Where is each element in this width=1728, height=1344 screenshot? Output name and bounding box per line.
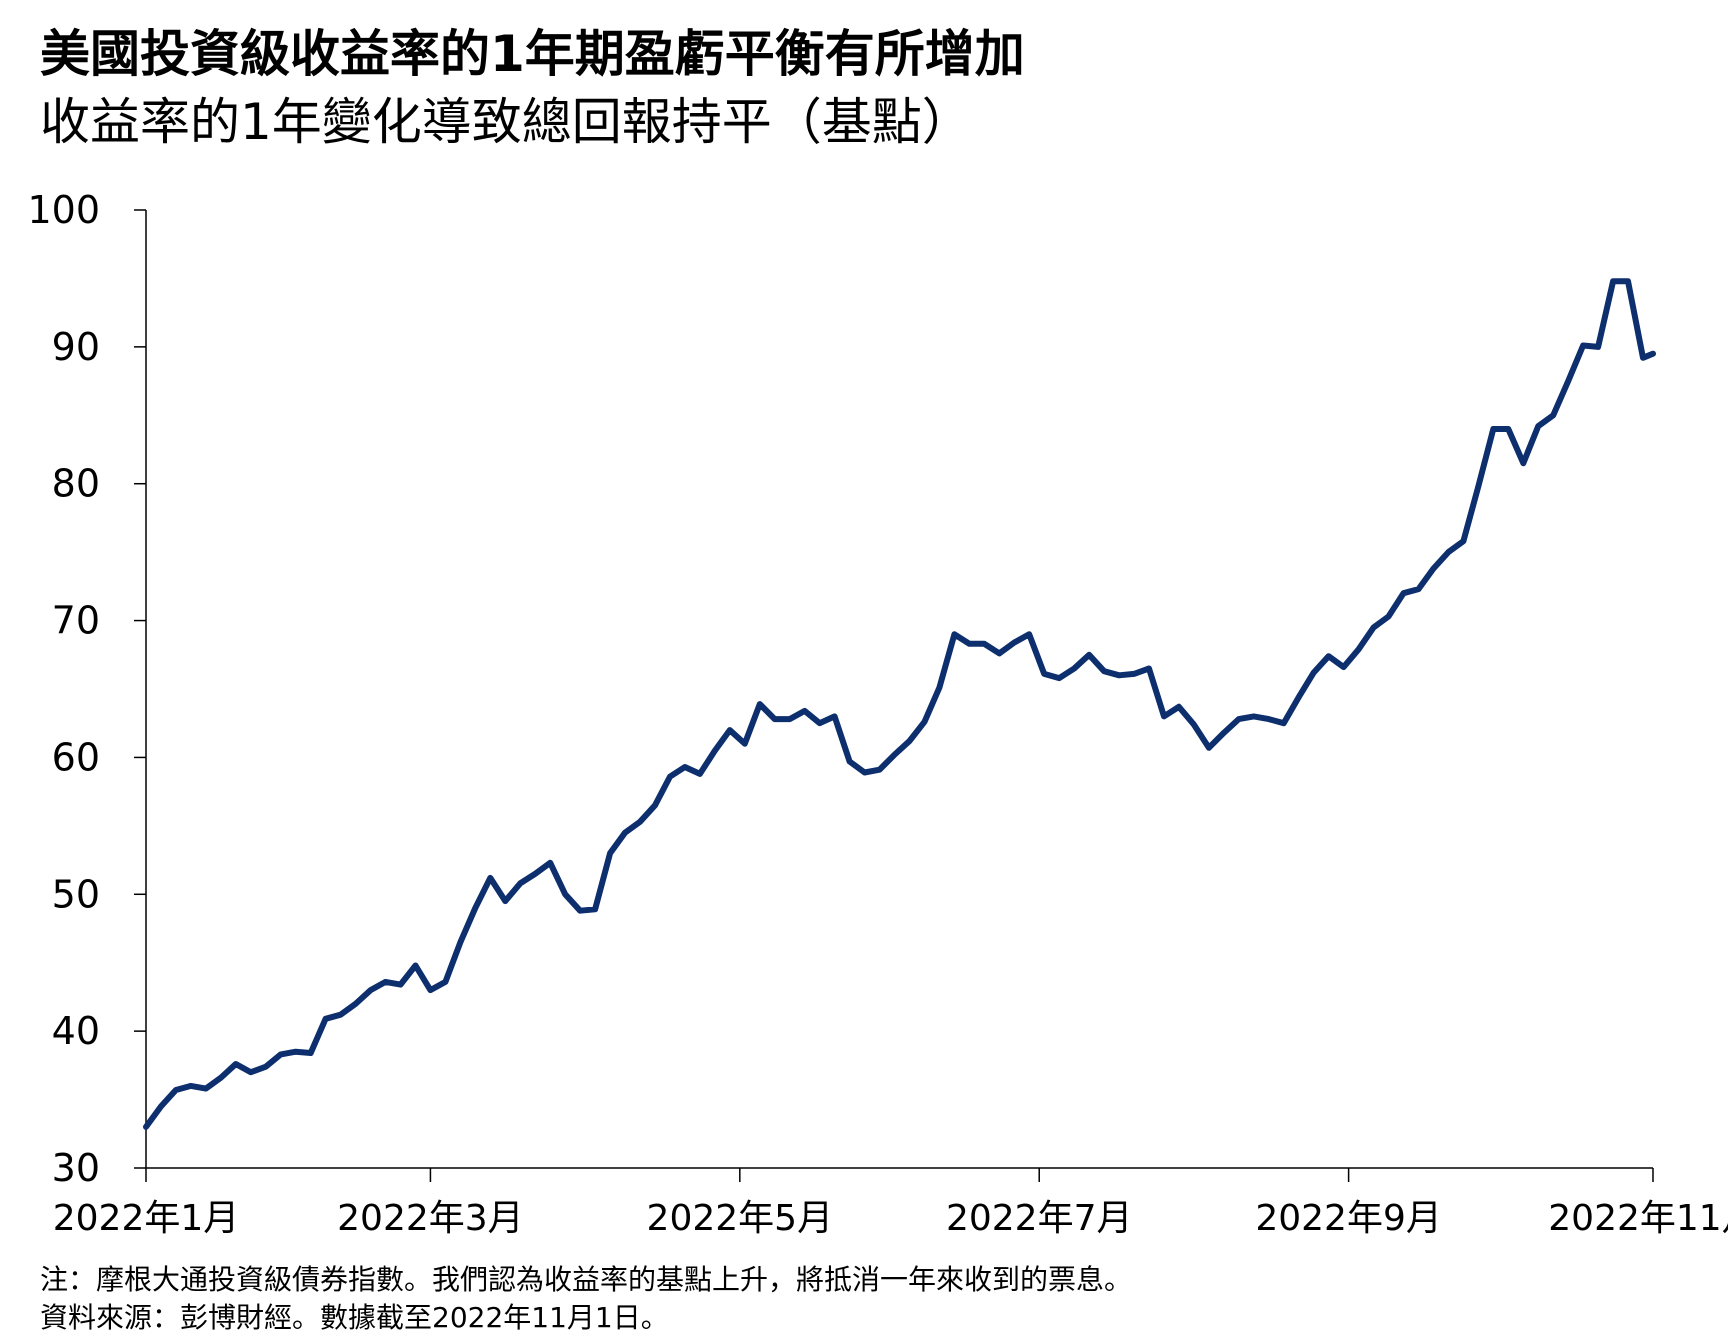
chart-series — [143, 278, 1656, 1130]
footnote-source: 資料來源：彭博財經。數據截至2022年11月1日。 — [40, 1301, 669, 1334]
y-tick-label: 70 — [52, 599, 100, 643]
x-tick-label: 2022年3月 — [337, 1198, 524, 1239]
y-tick-label: 100 — [27, 188, 100, 232]
x-tick-label: 2022年5月 — [647, 1198, 834, 1239]
chart-axes — [145, 210, 1653, 1169]
x-tick-label: 2022年7月 — [946, 1198, 1133, 1239]
chart-subtitle: 收益率的1年變化導致總回報持平（基點） — [40, 93, 972, 151]
y-tick-label: 90 — [52, 325, 100, 369]
y-tick-label: 30 — [52, 1146, 100, 1190]
x-tick-label: 2022年11月 — [1548, 1198, 1728, 1239]
x-tick-label: 2022年1月 — [53, 1198, 240, 1239]
footnote-note: 注：摩根大通投資級債券指數。我們認為收益率的基點上升，將抵消一年來收到的票息。 — [40, 1263, 1133, 1296]
y-tick-label: 80 — [52, 462, 100, 506]
y-tick-label: 50 — [52, 872, 100, 916]
x-tick-label: 2022年9月 — [1255, 1198, 1442, 1239]
y-axis-ticks: 30 40 50 60 70 80 90 100 — [27, 188, 146, 1190]
series-line — [143, 278, 1656, 1130]
y-tick-label: 40 — [52, 1009, 100, 1053]
y-tick-label: 60 — [52, 735, 100, 779]
x-axis-ticks: 2022年1月 2022年3月 2022年5月 2022年7月 2022年9月 2022年… — [53, 1168, 1728, 1239]
chart-title: 美國投資級收益率的1年期盈虧平衡有所增加 — [40, 25, 1025, 83]
